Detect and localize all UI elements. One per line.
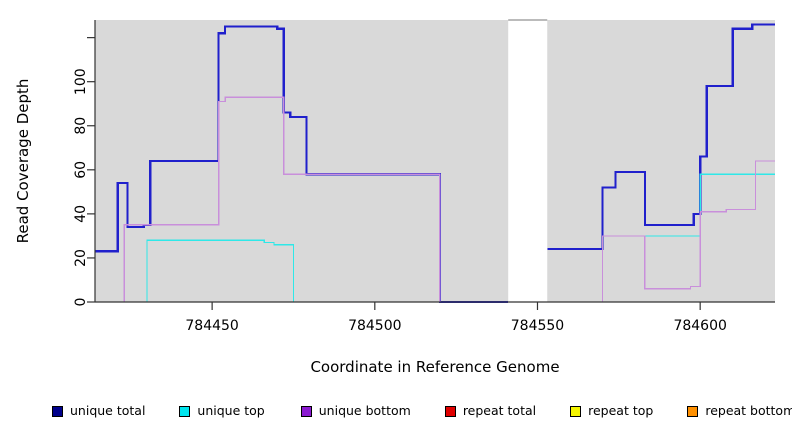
legend-item-repeat-top[interactable]: repeat top xyxy=(570,402,654,418)
legend-swatch-icon xyxy=(52,405,63,417)
legend-item-unique-bottom[interactable]: unique bottom xyxy=(300,402,411,418)
x-tick-label: 784550 xyxy=(511,318,564,334)
x-tick-label: 784450 xyxy=(185,318,238,334)
axis-labels: 784450 784500 784550 784600 0 20 40 60 80 100 Coor… xyxy=(14,68,727,376)
legend-swatch-icon xyxy=(687,405,699,417)
legend-label: unique top xyxy=(197,402,265,418)
y-tick-label: 20 xyxy=(73,249,89,267)
legend-item-repeat-total[interactable]: repeat total xyxy=(444,402,537,418)
series-line-unique-bottom-4 xyxy=(95,96,509,303)
y-tick-label: 40 xyxy=(73,205,89,223)
y-tick-label: 0 xyxy=(73,298,89,307)
x-tick-label: 784500 xyxy=(348,318,401,334)
y-tick-label: 60 xyxy=(73,161,89,179)
legend-swatch-icon xyxy=(179,405,191,417)
legend-item-unique-total[interactable]: unique total xyxy=(52,402,146,418)
series-line-unique-total-1 xyxy=(547,23,775,251)
legend-label: unique bottom xyxy=(318,402,411,418)
legend-item-unique-top[interactable]: unique top xyxy=(179,402,265,418)
axis-layer xyxy=(87,20,775,310)
legend: unique total unique top unique bottom repea… xyxy=(0,396,792,426)
series-line-unique-top-2 xyxy=(146,239,509,303)
legend-swatch-icon xyxy=(570,405,582,417)
y-axis-title: Read Coverage Depth xyxy=(14,79,32,244)
y-tick-label: 100 xyxy=(73,68,89,95)
plot-panel-right xyxy=(547,20,775,302)
series-line-unique-bottom-5 xyxy=(547,160,775,303)
legend-label: unique total xyxy=(70,402,146,418)
legend-label: repeat total xyxy=(462,402,537,418)
plot-background xyxy=(95,19,775,302)
x-axis-title: Coordinate in Reference Genome xyxy=(310,358,559,376)
x-tick-label: 784600 xyxy=(673,318,726,334)
legend-label: repeat bottom xyxy=(705,402,792,418)
legend-item-repeat-bottom[interactable]: repeat bottom xyxy=(687,402,792,418)
y-tick-label: 80 xyxy=(73,117,89,135)
legend-label: repeat top xyxy=(588,402,654,418)
series-line-unique-total-0 xyxy=(95,25,509,304)
legend-swatch-icon xyxy=(444,405,456,417)
legend-swatch-icon xyxy=(300,405,312,417)
